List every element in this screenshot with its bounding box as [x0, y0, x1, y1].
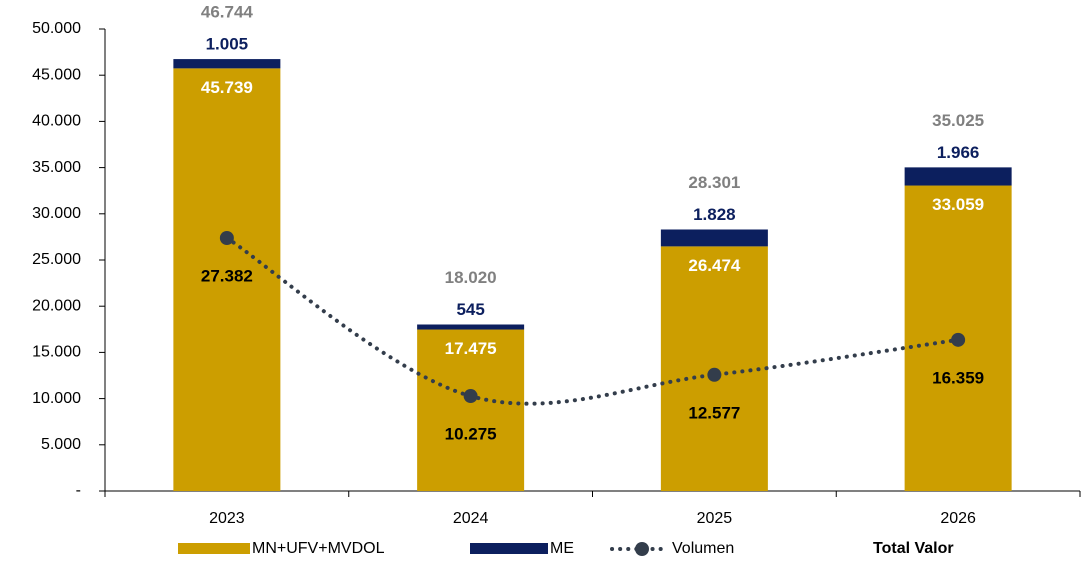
data-label: 545	[456, 300, 484, 319]
data-label: 17.475	[445, 339, 497, 358]
legend-swatch	[178, 543, 250, 554]
line	[224, 235, 961, 406]
data-label: 45.739	[201, 78, 253, 97]
data-label: 12.577	[688, 403, 740, 422]
y-tick-label: 10.000	[32, 390, 81, 407]
legend-swatch	[470, 543, 548, 554]
data-label: 26.474	[688, 256, 741, 275]
bar-segment	[417, 329, 525, 491]
bar-segment	[173, 68, 281, 491]
data-label: 1.828	[693, 205, 736, 224]
y-tick-label: 5.000	[41, 436, 81, 453]
y-tick-label: 25.000	[32, 251, 81, 268]
y-tick-label: -	[76, 482, 81, 499]
total-label: 46.744	[201, 3, 254, 22]
data-label: 16.359	[932, 368, 984, 387]
y-tick-label: 30.000	[32, 205, 81, 222]
total-label: 28.301	[688, 173, 740, 192]
x-tick-label: 2025	[697, 510, 733, 527]
data-label: 33.059	[932, 195, 984, 214]
total-label: 18.020	[445, 268, 497, 287]
x-tick-label: 2024	[453, 510, 489, 527]
bar-segment	[173, 59, 281, 69]
y-tick-label: 40.000	[32, 113, 81, 130]
legend-marker	[635, 542, 649, 556]
bar-segment	[417, 324, 525, 330]
y-tick-label: 45.000	[32, 66, 81, 83]
y-tick-label: 50.000	[32, 20, 81, 37]
data-label: 1.966	[937, 143, 980, 162]
data-label: 10.275	[445, 425, 497, 444]
bar-segment	[904, 167, 1012, 186]
line-marker	[951, 332, 966, 347]
y-tick-label: 35.000	[32, 159, 81, 176]
data-label: 1.005	[206, 35, 249, 54]
line-marker	[463, 389, 478, 404]
data-label: 27.382	[201, 266, 253, 285]
legend-label: Total Valor	[873, 540, 954, 557]
bar-segment	[660, 229, 768, 247]
line-marker	[707, 367, 722, 382]
legend-label: MN+UFV+MVDOL	[252, 540, 385, 557]
line-marker	[219, 230, 234, 245]
legend-label: ME	[550, 540, 574, 557]
legend-label: Volumen	[672, 540, 734, 557]
total-label: 35.025	[932, 111, 984, 130]
y-tick-label: 20.000	[32, 297, 81, 314]
x-tick-label: 2026	[940, 510, 976, 527]
x-tick-label: 2023	[209, 510, 245, 527]
y-tick-label: 15.000	[32, 344, 81, 361]
